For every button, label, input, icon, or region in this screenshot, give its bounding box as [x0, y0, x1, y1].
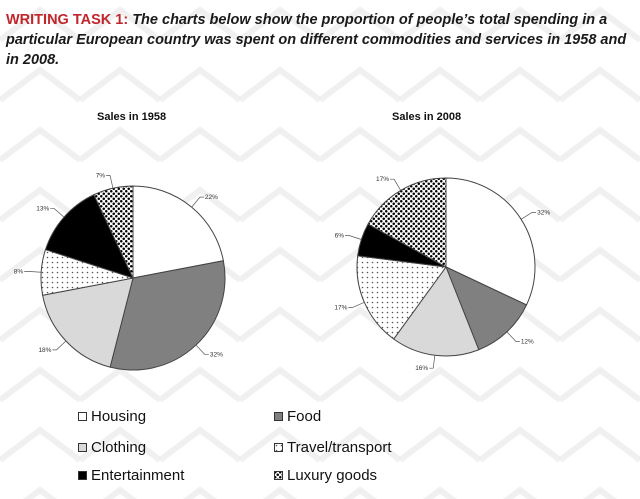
legend-item-entertainment: Entertainment: [78, 467, 184, 484]
pie-slice-food: [445, 266, 528, 351]
pie-data-label: 17%: [376, 176, 389, 183]
legend-label: Entertainment: [91, 467, 185, 484]
label-leader-line: [429, 355, 436, 369]
chart-title-1958: Sales in 1958: [97, 111, 167, 123]
legend-item-luxury: Luxury goods: [274, 467, 377, 484]
luxury-swatch: [274, 471, 283, 480]
pie-slice-housing: [132, 185, 224, 279]
pie-data-label: 18%: [38, 347, 51, 354]
pie-1958: 22% 32% 18% 8% 13% 7%: [14, 173, 226, 371]
legend-item-clothing: Clothing: [78, 439, 146, 456]
legend-item-food: Food: [274, 408, 321, 425]
task-label: WRITING TASK 1:: [6, 12, 129, 28]
label-leader-line: [506, 331, 520, 342]
housing-swatch: [78, 412, 87, 421]
pie-slice-travel-transport: [356, 255, 447, 340]
label-leader-line: [344, 235, 362, 240]
legend-label: Travel/transport: [287, 439, 392, 456]
legend-item-travel: Travel/transport: [274, 439, 391, 456]
label-leader-line: [390, 178, 401, 191]
legend: Housing Food Clothing Travel/transport E…: [78, 408, 478, 494]
pie-slice-housing: [445, 177, 536, 306]
pie-data-label: 12%: [521, 338, 534, 345]
label-leader-line: [520, 211, 537, 220]
legend-label: Clothing: [91, 439, 147, 456]
chart-title-2008: Sales in 2008: [392, 111, 462, 123]
pie-slice-luxury-goods: [367, 177, 447, 268]
label-leader-line: [191, 196, 204, 208]
pie-data-label: 6%: [335, 232, 345, 239]
task-prompt: WRITING TASK 1: The charts below show th…: [6, 10, 630, 70]
food-swatch: [274, 412, 283, 421]
pie-data-label: 22%: [205, 194, 218, 201]
task-text: The charts below show the proportion of …: [6, 12, 627, 68]
label-leader-line: [52, 340, 67, 351]
pie-data-label: 17%: [334, 305, 347, 312]
travel-swatch: [274, 443, 283, 452]
entertainment-swatch: [78, 471, 87, 480]
label-leader-line: [24, 271, 42, 273]
pie-data-label: 32%: [210, 352, 223, 359]
label-leader-line: [50, 208, 65, 218]
legend-item-housing: Housing: [78, 408, 146, 425]
pie-2008: 32% 12% 16% 17% 6% 17%: [334, 176, 550, 372]
label-leader-line: [195, 344, 209, 355]
label-leader-line: [348, 302, 365, 308]
label-leader-line: [106, 175, 114, 189]
pie-slice-food: [109, 260, 226, 371]
clothing-swatch: [78, 443, 87, 452]
pie-slice-luxury-goods: [93, 185, 134, 279]
legend-label: Luxury goods: [287, 467, 378, 484]
pie-data-label: 8%: [14, 268, 24, 275]
pie-data-label: 16%: [415, 365, 428, 372]
pie-data-label: 7%: [96, 173, 106, 180]
legend-label: Food: [287, 408, 322, 425]
pie-data-label: 32%: [537, 209, 550, 216]
legend-label: Housing: [91, 408, 147, 425]
pie-data-label: 13%: [36, 206, 49, 213]
